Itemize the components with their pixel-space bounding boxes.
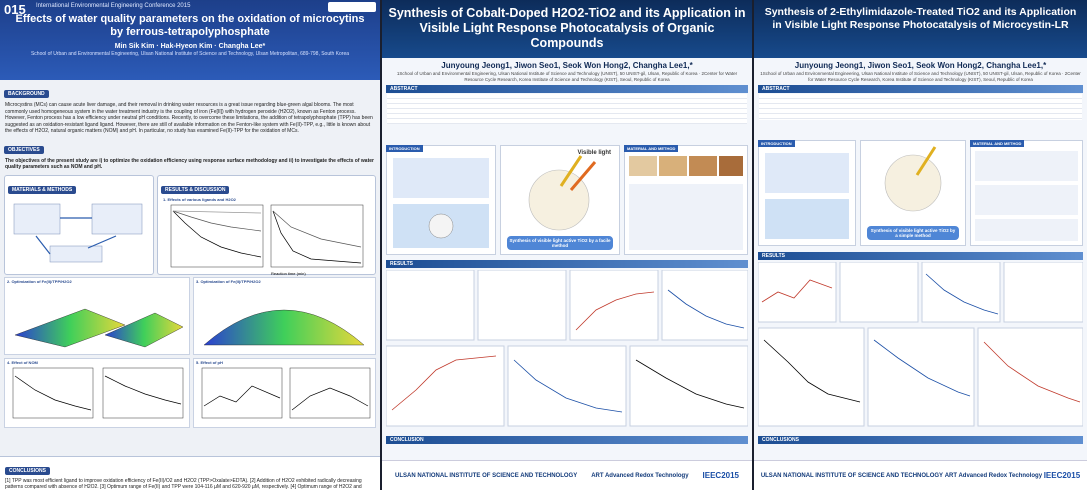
abstract-text xyxy=(387,94,747,124)
conclusions-tag: CONCLUSIONS xyxy=(5,467,50,475)
poster-cobalt-tio2: Synthesis of Cobalt-Doped H2O2-TiO2 and … xyxy=(382,0,752,490)
poster2-footer: ULSAN NATIONAL INSTITUTE OF SCIENCE AND … xyxy=(382,460,752,490)
abstract-bar: ABSTRACT xyxy=(758,85,1083,93)
intro-panel: INTRODUCTION xyxy=(758,140,856,246)
abstract-text xyxy=(759,94,1082,120)
unist-logo-icon xyxy=(328,2,376,12)
poster2-authors: Junyoung Jeong1, Jiwon Seo1, Seok Won Ho… xyxy=(441,61,693,70)
x-axis-label: Reaction time (min) xyxy=(271,271,306,276)
intro-panel: INTRODUCTION xyxy=(386,145,496,255)
art-logo-icon: ART Advanced Redox Technology xyxy=(944,472,1043,479)
results-bar: RESULTS xyxy=(386,260,748,268)
poster3-title: Synthesis of 2-Ethylimidazole-Treated Ti… xyxy=(754,0,1087,58)
poster1-title: Effects of water quality parameters on t… xyxy=(15,13,365,38)
results-tag: RESULTS & DISCUSSION xyxy=(161,185,230,194)
surface-plot-b: 3. Optimization of Fe(II)/TPP/H2O2 xyxy=(193,276,376,355)
synthesis-caption: Synthesis of visible light active TiO2 b… xyxy=(507,236,613,250)
conclusions-text: [1] TPP was most efficient ligand to imp… xyxy=(5,478,362,490)
poster1-header: 015 International Environmental Engineer… xyxy=(0,0,380,80)
poster-ethylimidazole-tio2: Synthesis of 2-Ethylimidazole-Treated Ti… xyxy=(754,0,1087,490)
visible-light-diagram: Visible light Synthesis of visible light… xyxy=(500,145,620,255)
conclusion-bar: CONCLUSIONS xyxy=(758,436,1083,444)
objectives-text: The objectives of the present study are … xyxy=(5,157,374,171)
ieec-logo-icon: IEEC2015 xyxy=(702,471,739,480)
art-logo-icon: ART Advanced Redox Technology xyxy=(591,472,689,479)
surface-plot-a: 2. Optimization of Fe(II)/TPP/H2O2 xyxy=(4,276,190,355)
methods-panel: MATERIAL AND METHOD xyxy=(970,140,1083,246)
conclusion-bar: CONCLUSION xyxy=(386,436,748,444)
poster1-affiliation: School of Urban and Environmental Engine… xyxy=(30,51,350,57)
ieec-logo-icon: IEEC2015 xyxy=(1043,471,1081,480)
fig-ligand-title: 1. Effects of various ligands and H2O2 xyxy=(163,196,236,202)
objectives-tag: OBJECTIVES xyxy=(4,145,44,154)
poster2-title: Synthesis of Cobalt-Doped H2O2-TiO2 and … xyxy=(382,0,752,58)
results-bar: RESULTS xyxy=(758,252,1083,260)
poster3-authors: Junyoung Jeong1, Jiwon Seo1, Seok Won Ho… xyxy=(794,61,1047,70)
methods-diagram xyxy=(13,203,143,262)
ph-effect-plot: 5. Effect of pH xyxy=(193,357,376,428)
poster3-footer: ULSAN NATIONAL INSTITUTE OF SCIENCE AND … xyxy=(754,460,1087,490)
synthesis-caption: Synthesis of visible light active TiO2 b… xyxy=(867,226,959,240)
methods-panel: MATERIAL AND METHOD xyxy=(624,145,748,255)
conclusions-block: CONCLUSIONS [1] TPP was most efficient l… xyxy=(0,456,380,490)
methods-tag: MATERIALS & METHODS xyxy=(8,185,77,194)
poster1-authors: Min Sik Kim · Hak-Hyeon Kim · Changha Le… xyxy=(114,43,266,50)
poster-ferrous-tpp: 015 International Environmental Engineer… xyxy=(0,0,380,490)
unist-logo-icon: ULSAN NATIONAL INSTITUTE OF SCIENCE AND … xyxy=(760,472,944,479)
background-tag: BACKGROUND xyxy=(4,90,49,98)
results-figures xyxy=(386,270,748,427)
conference-name: International Environmental Engineering … xyxy=(36,3,191,9)
methods-block: MATERIALS & METHODS xyxy=(4,174,154,275)
poster3-affiliation: 1School of Urban and Environmental Engin… xyxy=(760,71,1081,82)
abstract-bar: ABSTRACT xyxy=(386,85,748,93)
results-block: RESULTS & DISCUSSION 1. Effects of vario… xyxy=(157,174,376,276)
ligand-decay-plot: Reaction time (min) xyxy=(170,204,364,276)
nom-effect-plot: 4. Effect of NOM xyxy=(4,357,190,428)
synthesis-diagram: Synthesis of visible light active TiO2 b… xyxy=(860,140,966,246)
results-figures xyxy=(758,262,1083,427)
background-text: Microcystins (MCs) can cause acute liver… xyxy=(5,102,373,134)
poster2-affiliation: 1School of Urban and Environmental Engin… xyxy=(396,71,738,82)
poster-number: 015 xyxy=(4,2,26,17)
unist-logo-icon: ULSAN NATIONAL INSTITUTE OF SCIENCE AND … xyxy=(394,472,578,479)
